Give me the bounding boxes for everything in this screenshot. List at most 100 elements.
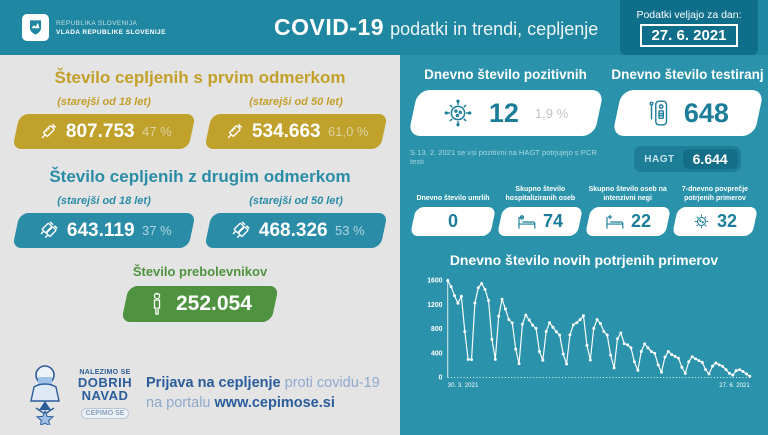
first-dose-title: Število cepljenih s prvim odmerkom (54, 68, 346, 87)
daily-positive-section: Dnevno število pozitivnih 12 1,9 % S 13.… (407, 67, 604, 172)
deaths-badge: 0 (409, 207, 497, 236)
person-icon (148, 292, 166, 316)
cepimose-link[interactable]: www.cepimose.si (214, 395, 335, 411)
svg-text:30. 3. 2021: 30. 3. 2021 (448, 382, 479, 389)
recovered-badge: 252.054 (121, 286, 279, 322)
date-value: 27. 6. 2021 (640, 23, 738, 47)
first-dose-18plus: (starejši od 18 let) 807.753 47 % (12, 96, 196, 149)
daily-tests-title: Dnevno število testiranj (611, 67, 764, 82)
daily-tests-section: Dnevno število testiranj 648 HAGT 6.644 (611, 67, 764, 172)
hospitalized-stat: Skupno število hospitaliziranih oseb 74 (497, 186, 584, 236)
hospitalized-badge: 74 (497, 207, 584, 236)
hagt-tests-chip: HAGT 6.644 (634, 146, 741, 172)
first-dose-50plus-percent: 61,0 % (328, 124, 369, 139)
avg7-value: 32 (717, 211, 738, 231)
second-dose-18plus: (starejši od 18 let) 643.119 37 % (12, 195, 196, 248)
daily-positive-title: Dnevno število pozitivnih (424, 67, 587, 82)
campaign-logo-line2: DOBRIH (77, 374, 133, 390)
second-dose-section: Število cepljenih z drugim odmerkom (sta… (0, 149, 400, 248)
first-dose-section: Število cepljenih s prvim odmerkom (star… (0, 55, 400, 149)
recovered-title: Število prebolevnikov (132, 264, 268, 279)
daily-positive-percent: 1,9 % (534, 105, 569, 121)
double-syringe-icon (36, 219, 60, 243)
cta-rest-2: na portalu (146, 395, 215, 411)
cta-rest-1: proti covidu-19 (280, 375, 380, 392)
syringe-icon (37, 121, 59, 143)
icu-stat: Skupno število oseb na intenzivni negi 2… (584, 186, 671, 236)
campaign-logo-text: NALEZIMO SE DOBRIH NAVAD CEPIMO SE (74, 369, 136, 420)
campaign-logo-line1: NALEZIMO SE (79, 368, 131, 376)
hospitalized-value: 74 (543, 211, 564, 231)
mascot-character-icon (26, 363, 64, 428)
campaign-footer: NALEZIMO SE DOBRIH NAVAD CEPIMO SE Prija… (26, 363, 380, 428)
svg-text:27. 6. 2021: 27. 6. 2021 (719, 382, 750, 389)
logo-line-1: REPUBLIKA SLOVENIJA (56, 19, 138, 27)
page-title: COVID-19 podatki in trendi, cepljenje (274, 14, 598, 41)
second-dose-50plus-badge: 468.326 53 % (204, 213, 388, 248)
recovered-value: 252.054 (176, 292, 252, 315)
page-title-bold: COVID-19 (274, 14, 385, 40)
page-title-rest: podatki in trendi, cepljenje (390, 19, 599, 39)
header-bar: REPUBLIKA SLOVENIJA VLADA REPUBLIKE SLOV… (0, 0, 768, 55)
second-dose-title: Število cepljenih z drugim odmerkom (49, 167, 351, 186)
second-dose-50plus-value: 468.326 (258, 219, 328, 241)
daily-tests-badge: 648 (611, 90, 764, 136)
government-logo-text: REPUBLIKA SLOVENIJA VLADA REPUBLIKE SLOV… (56, 20, 166, 36)
age-group-label: (starejši od 18 let) (57, 195, 151, 207)
age-group-label: (starejši od 18 let) (57, 96, 151, 108)
daily-stats-panel: Dnevno število pozitivnih 12 1,9 % S 13.… (400, 55, 768, 435)
cepimo-se-badge: CEPIMO SE (80, 407, 130, 419)
svg-text:0: 0 (439, 375, 443, 382)
svg-text:1600: 1600 (427, 278, 442, 285)
data-date-box: Podatki veljajo za dan: 27. 6. 2021 (620, 0, 758, 55)
first-dose-18plus-value: 807.753 (65, 120, 135, 142)
syringe-icon (223, 121, 245, 143)
hagt-label: HAGT (644, 153, 675, 165)
deaths-stat: Dnevno število umrlih 0 (409, 186, 497, 236)
daily-cases-line-chart: 0 400 800 1200 1600 30. 3. 2021 27. 6. 2021 (427, 278, 752, 389)
svg-text:400: 400 (431, 350, 443, 357)
vaccination-signup-text: Prijava na cepljenje proti covidu-19 na … (146, 374, 380, 413)
second-dose-18plus-value: 643.119 (67, 219, 135, 241)
first-dose-18plus-percent: 47 % (141, 124, 172, 139)
second-dose-50plus: (starejši od 50 let) 468.326 53 % (204, 195, 388, 248)
hospital-bed-icon (517, 213, 537, 231)
chart-title: Dnevno število novih potrjenih primerov (449, 252, 719, 268)
vaccination-panel: Število cepljenih s prvim odmerkom (star… (0, 55, 400, 435)
age-group-label: (starejši od 50 let) (249, 195, 343, 207)
svg-text:1200: 1200 (427, 302, 442, 309)
deaths-label: Dnevno število umrlih (416, 194, 490, 202)
daily-positive-value: 12 (488, 97, 519, 128)
first-dose-50plus-value: 534.663 (252, 120, 322, 142)
daily-positive-badge: 12 1,9 % (407, 90, 604, 136)
first-dose-50plus: (starejši od 50 let) 534.663 61,0 % (204, 96, 388, 149)
virus-icon (692, 212, 711, 231)
first-dose-18plus-badge: 807.753 47 % (12, 114, 196, 149)
double-syringe-icon (228, 219, 252, 243)
second-dose-18plus-badge: 643.119 37 % (12, 213, 196, 248)
svg-text:800: 800 (431, 326, 443, 333)
second-dose-18plus-percent: 37 % (142, 223, 172, 238)
icu-bed-icon (605, 213, 625, 231)
mini-stats-row: Dnevno število umrlih 0 Skupno število h… (400, 172, 768, 236)
hospitalized-label: Skupno število hospitaliziranih oseb (505, 186, 576, 202)
logo-line-2: VLADA REPUBLIKE SLOVENIJE (56, 28, 166, 36)
icu-value: 22 (630, 211, 651, 231)
avg7-label: 7-dnevno povprečje potrjenih primerov (681, 186, 749, 202)
test-kit-icon (646, 98, 672, 128)
second-dose-50plus-percent: 53 % (334, 223, 365, 238)
slovenia-coat-of-arms-icon (22, 14, 49, 41)
avg7-stat: 7-dnevno povprečje potrjenih primerov 32 (671, 186, 759, 236)
virus-icon (443, 98, 473, 128)
daily-cases-chart-block: Dnevno število novih potrjenih primerov … (400, 252, 768, 404)
date-label: Podatki veljajo za dan: (636, 8, 742, 21)
age-group-label: (starejši od 50 let) (249, 96, 343, 108)
avg7-badge: 32 (671, 207, 759, 236)
cta-bold-1: Prijava na cepljenje (146, 375, 281, 392)
icu-label: Skupno število oseb na intenzivni negi (588, 186, 667, 202)
recovered-section: Število prebolevnikov 252.054 (0, 264, 400, 322)
campaign-logo-line3: NAVAD (81, 387, 129, 403)
deaths-value: 0 (447, 211, 458, 231)
daily-tests-value: 648 (683, 97, 730, 128)
